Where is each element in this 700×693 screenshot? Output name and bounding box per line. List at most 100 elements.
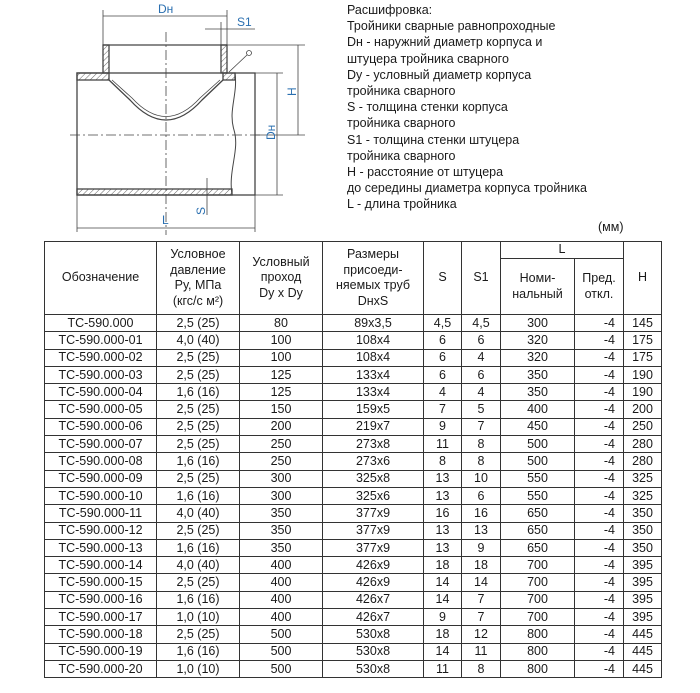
cell-s: 18 — [423, 556, 462, 575]
cell-designation: ТС-590.000-10 — [44, 486, 157, 506]
cell-designation: ТС-590.000-19 — [44, 642, 157, 661]
header-bore-line: Условный — [252, 254, 310, 269]
cell-h: 325 — [623, 486, 662, 506]
cell-s: 13 — [423, 538, 462, 558]
cell-l-tolerance: -4 — [574, 383, 624, 402]
cell-l-tolerance: -4 — [574, 573, 624, 592]
cell-designation: ТС-590.000-17 — [44, 608, 157, 627]
table-row: ТС-590.000 2,5 (25) 80 89x3,5 4,5 4,5 300 -4 145 — [44, 313, 662, 333]
cell-designation: ТС-590.000-07 — [44, 435, 157, 454]
cell-h: 200 — [623, 400, 662, 419]
cell-bore: 250 — [239, 435, 323, 454]
cell-bore: 250 — [239, 452, 323, 471]
cell-pipe-size: 325x6 — [322, 486, 424, 506]
cell-s1: 7 — [461, 590, 501, 610]
cell-designation: ТС-590.000-15 — [44, 573, 157, 592]
cell-pipe-size: 133x4 — [322, 383, 424, 402]
cell-bore: 350 — [239, 521, 323, 540]
branch-wall-right — [220, 44, 228, 74]
dim-label-l: L — [162, 213, 169, 227]
units-label: (мм) — [598, 220, 624, 234]
table-row: ТС-590.000-02 2,5 (25) 100 108x4 6 4 320 -4 175 — [44, 348, 662, 367]
header-bore: Условный проход Dy x Dy — [239, 241, 323, 315]
cell-s: 16 — [423, 504, 462, 523]
table-row: ТС-590.000-09 2,5 (25) 300 325x8 13 10 550 -4 32… — [44, 469, 662, 488]
cell-h: 445 — [623, 642, 662, 661]
cell-s1: 6 — [461, 365, 501, 385]
legend-line: тройника сварного — [347, 84, 456, 99]
dim-label-s: S — [194, 207, 208, 215]
cell-designation: ТС-590.000-03 — [44, 365, 157, 385]
cell-s: 6 — [423, 331, 462, 350]
cell-designation: ТС-590.000-12 — [44, 521, 157, 540]
cell-l-tolerance: -4 — [574, 590, 624, 610]
cell-s: 6 — [423, 348, 462, 367]
header-bore-line: Dy x Dy — [259, 285, 303, 300]
header-l-nominal: Номи-нальный — [500, 258, 575, 315]
table-row: ТС-590.000-07 2,5 (25) 250 273x8 11 8 500 -4 280 — [44, 435, 662, 454]
cell-pipe-size: 377x9 — [322, 538, 424, 558]
header-pipe-size: Размеры присоеди-няемых труб DнxS — [322, 241, 424, 315]
header-pressure: Условное давление Ру, МПа (кгс/с м²) — [156, 241, 240, 315]
dim-label-dh-top: Dн — [158, 2, 173, 16]
table-row: ТС-590.000-11 4,0 (40) 350 377x9 16 16 650 -4 35… — [44, 504, 662, 523]
cell-h: 350 — [623, 504, 662, 523]
cell-pressure: 1,6 (16) — [156, 642, 240, 661]
cell-h: 145 — [623, 313, 662, 333]
cell-s1: 4 — [461, 348, 501, 367]
cell-s1: 8 — [461, 659, 501, 679]
cell-s: 11 — [423, 435, 462, 454]
cell-s: 13 — [423, 469, 462, 488]
cell-s: 6 — [423, 365, 462, 385]
cell-designation: ТС-590.000-04 — [44, 383, 157, 402]
header-pipe-size-line: DнxS — [357, 293, 389, 308]
cell-l-nominal: 800 — [500, 625, 575, 644]
cell-l-tolerance: -4 — [574, 538, 624, 558]
cell-h: 190 — [623, 365, 662, 385]
header-l-tolerance: Пред. откл. — [574, 258, 624, 315]
cell-h: 250 — [623, 417, 662, 437]
bottom-wall — [76, 188, 233, 196]
cell-pressure: 1,0 (10) — [156, 608, 240, 627]
cell-l-tolerance: -4 — [574, 659, 624, 679]
cell-l-nominal: 320 — [500, 331, 575, 350]
cell-s1: 5 — [461, 400, 501, 419]
header-l: L — [500, 241, 624, 259]
cell-l-nominal: 550 — [500, 486, 575, 506]
cell-designation: ТС-590.000-18 — [44, 625, 157, 644]
cell-s1: 8 — [461, 435, 501, 454]
cell-designation: ТС-590.000-20 — [44, 659, 157, 679]
table-row: ТС-590.000-05 2,5 (25) 150 159x5 7 5 400 -4 200 — [44, 400, 662, 419]
cell-pipe-size: 89x3,5 — [322, 313, 424, 333]
header-s: S — [423, 241, 462, 315]
header-bore-line: проход — [260, 270, 302, 285]
cell-pressure: 1,6 (16) — [156, 452, 240, 471]
cell-s1: 8 — [461, 452, 501, 471]
cell-bore: 80 — [239, 313, 323, 333]
table-row: ТС-590.000-08 1,6 (16) 250 273x6 8 8 500 -4 280 — [44, 452, 662, 471]
cell-s: 9 — [423, 608, 462, 627]
cell-designation: ТС-590.000-06 — [44, 417, 157, 437]
branch-wall-left — [102, 44, 110, 74]
cell-l-tolerance: -4 — [574, 452, 624, 471]
tee-specs-table: Обозначение Условное давление Ру, МПа (кгс/с… — [44, 241, 662, 679]
cell-s1: 14 — [461, 573, 501, 592]
cell-pressure: 2,5 (25) — [156, 435, 240, 454]
cell-l-nominal: 700 — [500, 556, 575, 575]
cell-bore: 125 — [239, 383, 323, 402]
cell-pipe-size: 133x4 — [322, 365, 424, 385]
table-row: ТС-590.000-10 1,6 (16) 300 325x6 13 6 550 -4 325 — [44, 486, 662, 506]
cell-pipe-size: 530x8 — [322, 625, 424, 644]
cell-pressure: 2,5 (25) — [156, 400, 240, 419]
cell-l-tolerance: -4 — [574, 348, 624, 367]
header-row: Обозначение Условное давление Ру, МПа (кгс/с… — [44, 241, 662, 315]
dim-label-s1: S1 — [237, 15, 252, 29]
cell-pressure: 2,5 (25) — [156, 313, 240, 333]
header-pipe-size-line: няемых труб — [335, 278, 410, 292]
cell-l-tolerance: -4 — [574, 435, 624, 454]
legend-text: Расшифровка: Тройники сварные равнопроход… — [347, 2, 587, 213]
header-pipe-size-line: присоеди- — [343, 262, 403, 277]
saddle-curve — [108, 79, 224, 121]
table-row: ТС-590.000-12 2,5 (25) 350 377x9 13 13 650 -4 35… — [44, 521, 662, 540]
cell-pressure: 1,6 (16) — [156, 538, 240, 558]
